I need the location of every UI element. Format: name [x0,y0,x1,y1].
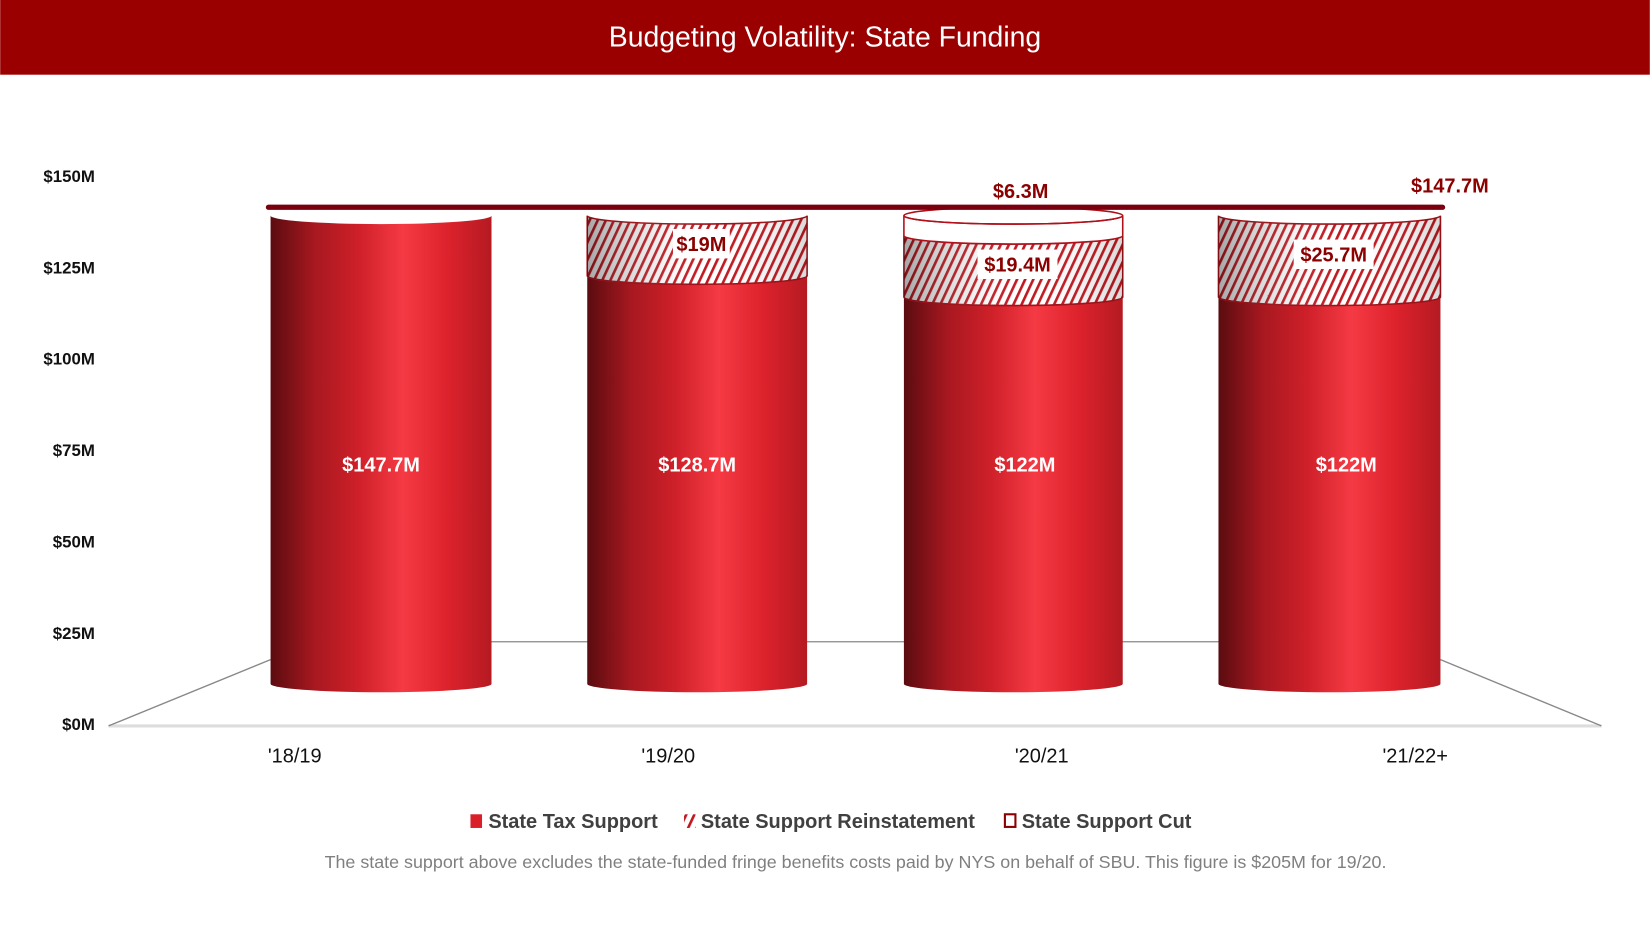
legend-swatch-reinstatement [684,814,696,828]
y-tick-label: $50M [53,532,95,551]
legend-label-reinstatement: State Support Reinstatement [701,811,975,833]
legend-swatch-state-tax-support [470,814,483,828]
bar-state-tax-support-body [587,275,808,693]
footnote: The state support above excludes the sta… [325,852,1387,872]
data-label-tax-support: $122M [994,454,1055,476]
bar-state-tax-support-body [270,215,492,693]
x-category-label: '21/22+ [1382,746,1447,768]
legend-swatch-cut [1003,813,1017,828]
x-category-label: '20/21 [1015,746,1069,768]
y-tick-label: $25M [53,624,95,643]
y-tick-label: $125M [43,258,94,277]
bar-state-tax-support [270,215,492,693]
data-label-tax-support: $128.7M [658,454,736,476]
y-tick-label: $100M [43,350,94,369]
data-label-tax-support: $147.7M [342,454,420,476]
y-tick-label: $75M [53,441,95,460]
bar-support-cut [903,206,1124,245]
reference-line-label: $147.7M [1411,176,1489,198]
bar-state-tax-support [587,275,808,693]
data-label-bg [672,228,730,259]
data-label-cut: $6.3M [993,181,1049,203]
bar-state-tax-support-body [1218,297,1441,693]
y-tick-label: $150M [43,167,94,186]
bar-state-tax-support-body [903,297,1123,693]
bar-support-cut-body [903,215,1124,245]
data-label-bg [1293,239,1374,270]
bar-state-tax-support [903,297,1123,693]
legend: State Tax Support State Support Reinstat… [470,811,1192,833]
bar-state-tax-support [1218,297,1441,693]
y-tick-label: $0M [62,715,95,734]
x-category-label: '18/19 [268,746,322,768]
data-label-tax-support: $122M [1316,454,1377,476]
data-label-reinstatement: $19M [676,234,726,256]
legend-label-state-tax-support: State Tax Support [488,811,658,833]
chart-title: Budgeting Volatility: State Funding [609,21,1041,53]
data-label-reinstatement: $19.4M [984,255,1051,277]
header-bar [0,0,1650,75]
data-label-reinstatement: $25.7M [1300,245,1367,267]
legend-label-cut: State Support Cut [1022,811,1192,833]
x-category-label: '19/20 [641,746,695,768]
data-label-bg [977,249,1058,280]
